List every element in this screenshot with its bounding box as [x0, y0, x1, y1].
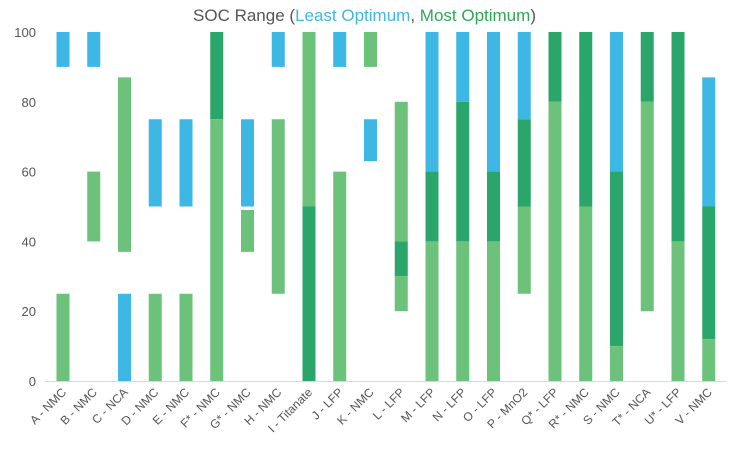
bar-segment-most [517, 119, 531, 207]
bar-segment-least [56, 32, 70, 67]
y-axis: 0 20 40 60 80 100 [14, 25, 36, 389]
bar-segment-mid [364, 32, 377, 67]
bar-segment-most [210, 32, 224, 120]
bar-segment-mid [148, 293, 162, 381]
bar-segment-mid [487, 241, 500, 381]
bar-segment-most [640, 32, 654, 102]
bar-segment-most [610, 171, 623, 347]
bar-segment-mid [241, 209, 254, 252]
title-most-optimum: Most Optimum [419, 6, 531, 25]
bar-segment-least [148, 119, 162, 207]
y-tick-label: 80 [22, 95, 36, 110]
y-tick-label: 20 [22, 304, 36, 319]
y-tick-label: 40 [22, 234, 36, 249]
bar-segment-mid [56, 293, 70, 381]
bar-segment-least [241, 119, 254, 207]
bar-segment-least [271, 32, 285, 67]
bar-segment-mid [517, 206, 531, 294]
bar-segment-mid [179, 293, 193, 381]
bar-segment-most [579, 32, 593, 207]
chart-title: SOC Range (Least Optimum, Most Optimum) [0, 6, 729, 26]
bar-segment-mid [456, 241, 470, 381]
bar-segment-mid [548, 101, 562, 382]
title-main: SOC Range ( [193, 6, 296, 25]
bar-segment-mid [118, 77, 131, 252]
title-close: ) [530, 6, 536, 25]
title-least-optimum: Least Optimum [295, 6, 411, 25]
y-tick-label: 0 [29, 374, 36, 389]
y-tick-label: 100 [14, 25, 36, 40]
bar-segment-least [118, 293, 131, 381]
bar-segment-most [425, 171, 439, 242]
bars [56, 32, 716, 382]
bar-segment-most [302, 206, 316, 381]
bar-segment-least [456, 32, 470, 102]
bar-segment-least [610, 32, 623, 172]
bar-segment-most [456, 101, 470, 242]
bar-segment-least [179, 119, 193, 207]
bar-segment-mid [302, 32, 316, 207]
y-tick-label: 60 [22, 165, 36, 180]
title-separator: , [410, 6, 420, 25]
bar-segment-least [87, 32, 101, 67]
bar-segment-mid [579, 206, 593, 381]
bar-segment-mid [271, 119, 285, 294]
bar-segment-mid [87, 171, 101, 242]
bar-segment-mid [333, 171, 347, 381]
bar-segment-mid [394, 276, 408, 312]
bar-segment-most [548, 32, 562, 102]
bar-segment-least [425, 32, 439, 172]
bar-segment-mid [640, 101, 654, 312]
bar-segment-least [702, 77, 716, 207]
bar-segment-mid [671, 241, 685, 381]
bar-segment-mid [610, 346, 623, 381]
bar-segment-most [702, 206, 716, 340]
bar-segment-least [333, 32, 347, 67]
bar-segment-least [487, 32, 500, 172]
bar-segment-mid [394, 101, 408, 242]
bar-segment-least [364, 119, 377, 162]
bar-segment-mid [702, 339, 716, 381]
bar-segment-mid [425, 241, 439, 381]
x-tick-label: M - LFP [398, 385, 438, 425]
bar-segment-most [487, 171, 500, 242]
bar-segment-least [517, 32, 531, 120]
bar-segment-mid [210, 119, 224, 381]
bar-segment-most [394, 241, 408, 277]
bar-segment-most [671, 32, 685, 242]
